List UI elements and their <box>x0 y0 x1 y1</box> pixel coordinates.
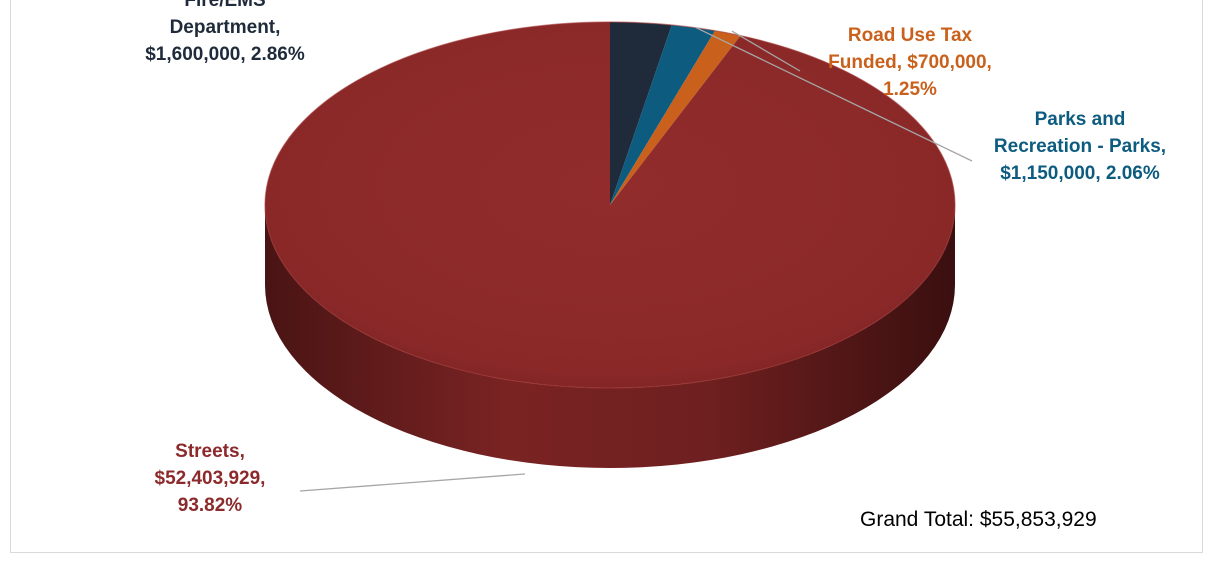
slice-label-streets: Streets, $52,403,929, 93.82% <box>120 438 300 519</box>
slice-label-fire-ems: Fire/EMS Department, $1,600,000, 2.86% <box>110 0 340 68</box>
label-line: Streets, <box>175 441 245 462</box>
pie-slice-fire-ems-department <box>610 22 672 205</box>
pie-slice-parks-and-recreation-parks <box>610 24 716 206</box>
slice-label-road-use-tax: Road Use Tax Funded, $700,000, 1.25% <box>795 22 1025 103</box>
label-line: Recreation - Parks, <box>993 136 1167 157</box>
grand-total: Grand Total: $55,853,929 <box>860 508 1097 531</box>
leader-line-parks <box>695 26 973 162</box>
label-line: Department, <box>169 17 281 38</box>
pie-side-wall <box>265 205 955 468</box>
label-line: $52,403,929, <box>154 468 266 489</box>
label-line: $1,150,000, 2.06% <box>1000 163 1160 184</box>
slice-label-parks: Parks and Recreation - Parks, $1,150,000… <box>960 106 1200 187</box>
leader-line-road-use-tax <box>731 30 801 72</box>
pie-rim <box>264 21 956 389</box>
label-line: Road Use Tax <box>847 25 973 46</box>
label-line: 1.25% <box>883 79 937 100</box>
label-line: 93.82% <box>177 495 243 516</box>
chart-frame <box>10 0 1203 553</box>
pie-slice-streets <box>265 22 955 389</box>
label-line: Funded, $700,000, <box>828 52 992 73</box>
label-line: Parks and <box>1034 109 1126 130</box>
pie-slice-road-use-tax-funded <box>610 30 741 205</box>
leader-line-streets <box>299 473 526 492</box>
label-line: $1,600,000, 2.86% <box>145 44 305 65</box>
label-line: Fire/EMS <box>184 0 266 11</box>
